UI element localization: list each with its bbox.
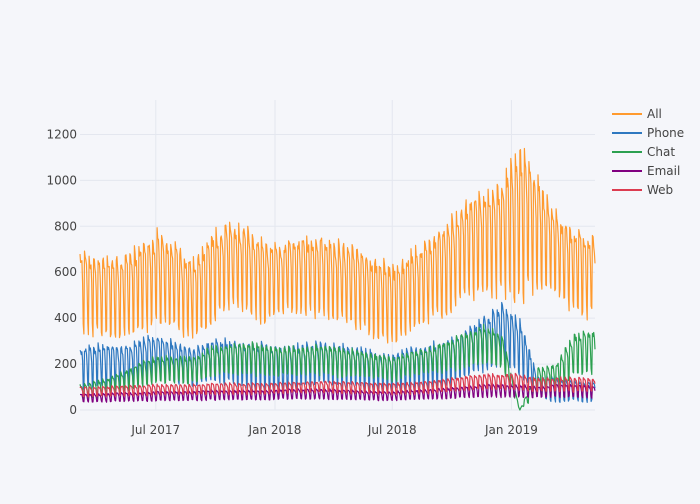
x-tick-label: Jan 2019 xyxy=(484,423,538,437)
series-line-email xyxy=(80,383,596,403)
y-axis: 0 200 400 600 800 1000 1200 xyxy=(46,127,77,417)
plot-lines xyxy=(79,147,596,411)
y-tick-label: 600 xyxy=(54,265,77,279)
y-tick-label: 0 xyxy=(69,403,77,417)
series-line-chat xyxy=(79,323,596,411)
series-line-all xyxy=(79,147,596,344)
y-tick-label: 200 xyxy=(54,357,77,371)
x-tick-label: Jul 2017 xyxy=(130,423,180,437)
x-axis: Jul 2017 Jan 2018 Jul 2018 Jan 2019 xyxy=(130,423,537,437)
legend-label: Phone xyxy=(647,126,684,140)
legend-label: Email xyxy=(647,164,680,178)
legend-label: Web xyxy=(647,183,673,197)
series-line-web xyxy=(79,372,596,398)
y-tick-label: 1000 xyxy=(46,173,77,187)
legend-label: All xyxy=(647,107,662,121)
y-tick-label: 1200 xyxy=(46,127,77,141)
x-tick-label: Jan 2018 xyxy=(248,423,302,437)
y-tick-label: 400 xyxy=(54,311,77,325)
legend: All Phone Chat Email Web xyxy=(612,107,684,197)
legend-label: Chat xyxy=(647,145,675,159)
y-tick-label: 800 xyxy=(54,219,77,233)
x-tick-label: Jul 2018 xyxy=(367,423,417,437)
